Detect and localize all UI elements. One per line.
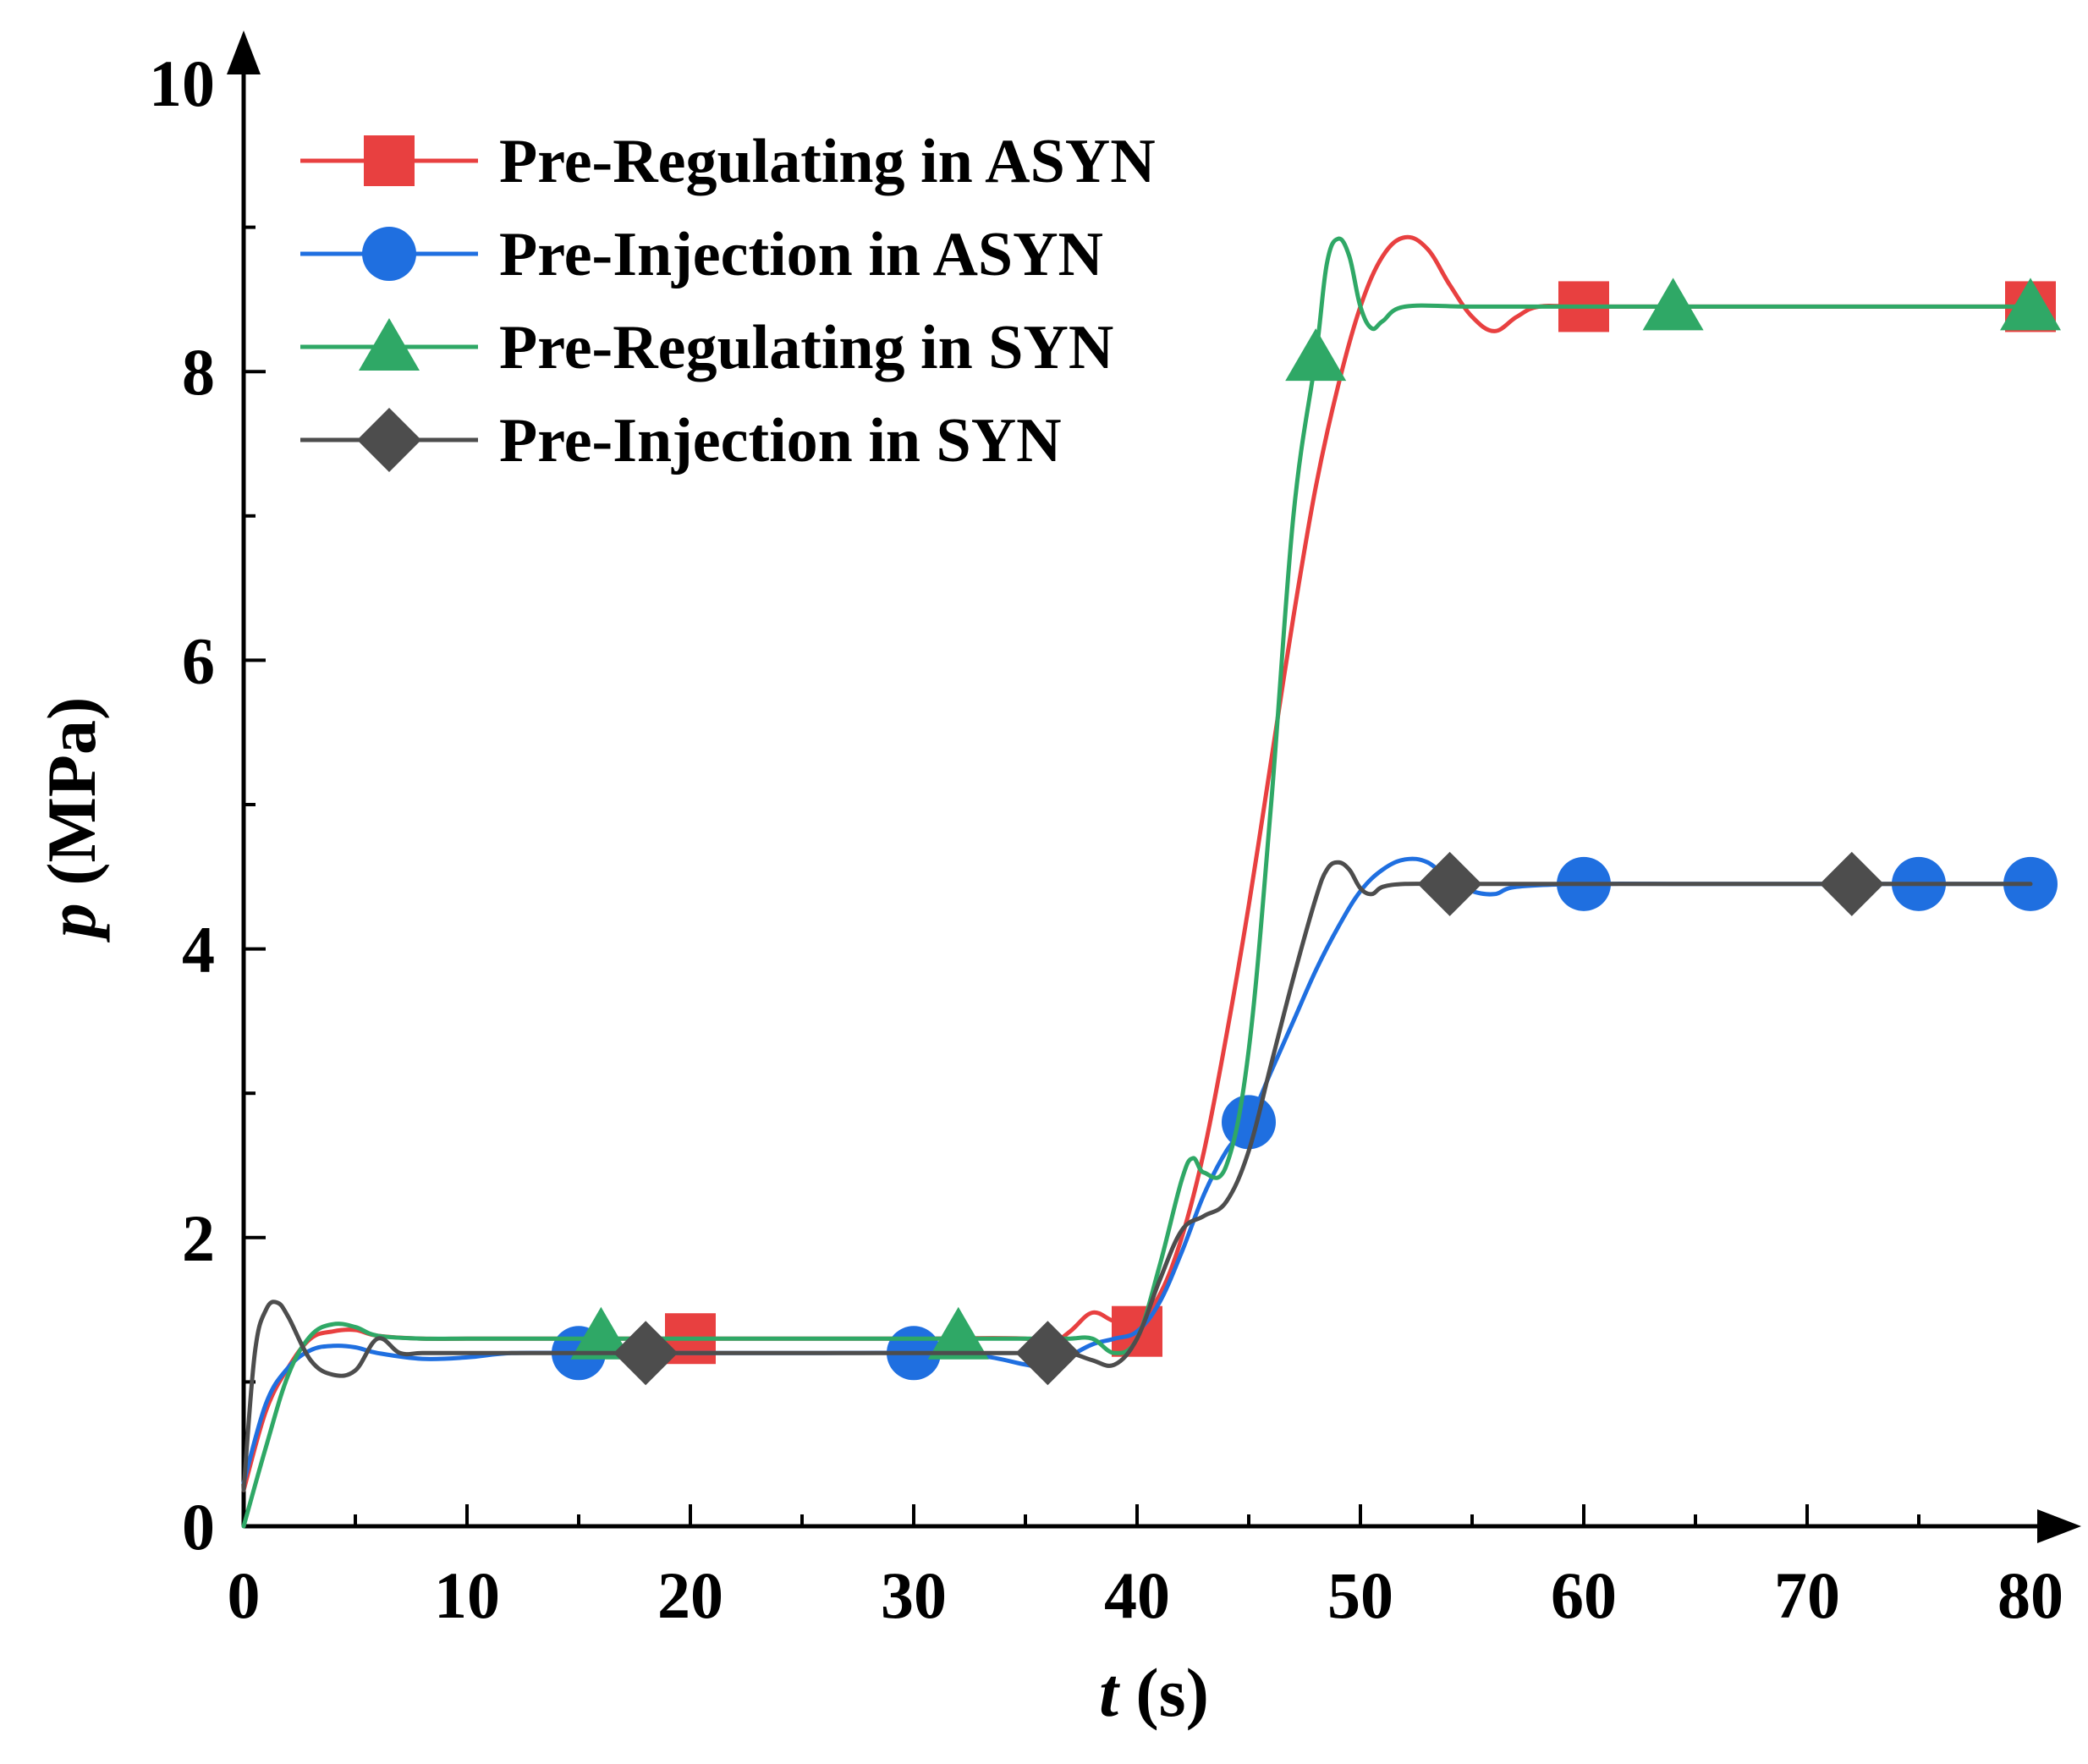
series-marker [927,1306,989,1360]
x-tick-label: 70 [1774,1558,1840,1632]
y-ticks: 0 2 4 6 8 10 [149,47,266,1563]
y-tick-label: 10 [149,47,215,120]
series-marker [613,1321,679,1386]
y-tick-label: 2 [182,1201,215,1275]
series-marker [2000,278,2061,331]
y-axis-arrow-icon [227,30,261,74]
x-ticks: 0 10 20 30 40 50 60 70 80 [228,1504,2063,1632]
series-marker [1285,328,1347,382]
series-marker [1819,851,1884,916]
legend-marker-diamond-icon [357,408,421,472]
series-marker [1222,1095,1276,1150]
x-tick-label: 10 [434,1558,500,1632]
y-tick-label: 6 [182,624,215,697]
series-triangle [241,236,2061,1529]
legend-label: Pre-Injection in ASYN [499,220,1103,289]
x-tick-label: 50 [1327,1558,1393,1632]
x-axis-var: t [1099,1654,1120,1731]
series-line [241,860,2033,1492]
legend-label: Pre-Regulating in SYN [499,313,1113,382]
series-line [241,236,2033,1529]
x-tick-label: 20 [657,1558,723,1632]
y-axis-var: p [33,903,110,942]
series-marker [570,1306,632,1360]
y-axis-title: p (MPa) [33,697,110,943]
y-tick-label: 8 [182,335,215,409]
x-axis-arrow-icon [2037,1509,2081,1543]
series-marker [1642,278,1704,331]
series-marker [1015,1321,1080,1386]
x-tick-label: 80 [1997,1558,2063,1632]
x-tick-label: 40 [1104,1558,1170,1632]
y-tick-label: 4 [182,913,215,986]
legend-marker-square-icon [364,135,415,186]
legend: Pre-Regulating in ASYN Pre-Injection in A… [300,127,1156,475]
legend-item: Pre-Regulating in SYN [300,313,1113,382]
legend-marker-triangle-icon [359,318,420,371]
x-axis-unit: (s) [1118,1654,1209,1731]
series-layer [241,234,2061,1529]
legend-label: Pre-Injection in SYN [499,406,1062,475]
series-circle [241,856,2058,1486]
x-tick-label: 30 [881,1558,947,1632]
series-marker [1417,851,1482,916]
axes: 0 10 20 30 40 50 60 70 80 0 2 4 6 8 10 [149,30,2081,1632]
legend-label: Pre-Regulating in ASYN [499,127,1156,196]
y-tick-label: 0 [182,1490,215,1563]
legend-marker-circle-icon [362,227,416,281]
legend-item: Pre-Injection in ASYN [300,220,1103,289]
x-axis-title: t (s) [1099,1654,1209,1731]
series-diamond [241,851,2033,1492]
legend-item: Pre-Regulating in ASYN [300,127,1156,196]
series-line [241,856,2033,1486]
legend-item: Pre-Injection in SYN [300,406,1062,475]
x-tick-label: 60 [1551,1558,1617,1632]
y-axis-unit: (MPa) [33,697,110,904]
x-tick-label: 0 [228,1558,261,1632]
